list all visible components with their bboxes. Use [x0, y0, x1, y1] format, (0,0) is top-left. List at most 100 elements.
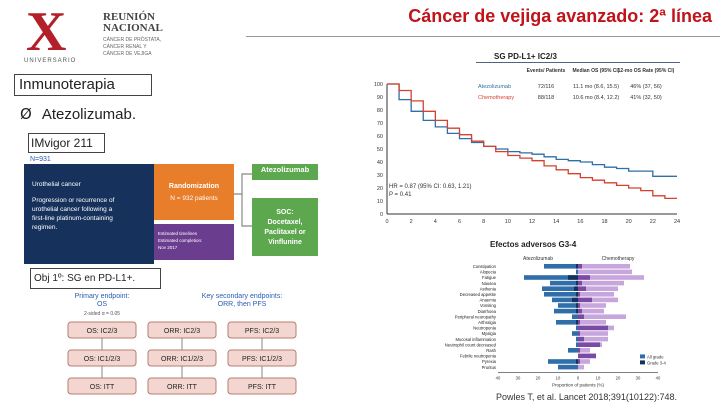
ae-bar-chemo-g34: [578, 308, 582, 314]
ae-x-tick: 20: [536, 375, 541, 380]
ae-category-label: Peripheral neuropathy: [455, 314, 497, 319]
ae-legend-swatch-g34: [640, 360, 645, 365]
ae-category-label: Neutrophil count decreased: [445, 342, 497, 347]
ae-bar-chemo-g34: [578, 353, 596, 359]
ae-x-tick: 40: [496, 375, 501, 380]
ae-legend-all: All grade: [647, 354, 664, 359]
primary-note: 2-sided α = 0.05: [84, 311, 120, 317]
ae-x-tick: 40: [656, 375, 661, 380]
km-median: 10.6 mo (8.4, 12.2): [573, 95, 620, 101]
ae-bar-chemo-g34: [578, 314, 584, 319]
ae-bar-chemo-all: [578, 297, 618, 303]
ae-bar-chemo-all: [578, 280, 624, 286]
logo-x: X: [26, 1, 67, 63]
ae-bar-chemo-g34: [578, 297, 592, 303]
km-annotation: HR = 0.87 (95% CI: 0.63, 1.21): [389, 184, 472, 190]
km-y-tick: 50: [377, 147, 383, 153]
km-events: 72/116: [538, 84, 554, 90]
ae-bar-chemo-g34: [578, 342, 600, 347]
endpoint-label: PFS: IC1/2/3: [242, 356, 282, 363]
ae-category-label: Myalgia: [482, 331, 497, 336]
ae-bar-chemo-all: [578, 308, 604, 314]
arm1-box: [252, 164, 318, 180]
km-x-tick: 22: [650, 219, 656, 225]
ae-legend-swatch-all: [640, 354, 645, 359]
ae-category-label: Decreased appetite: [460, 292, 497, 297]
km-series-chemotherapy: [387, 83, 677, 200]
logo-line1: REUNIÓN: [103, 11, 155, 23]
ae-label: Efectos adversos G3-4: [490, 240, 577, 249]
bullet-item: Ø Atezolizumab.: [20, 105, 136, 123]
ae-bar-chemo-g34: [578, 348, 580, 353]
ae-category-label: Fatigue: [482, 275, 497, 280]
logo-small-2: CÁNCER RENAL Y: [103, 44, 147, 50]
endpoint-label: PFS: IC2/3: [245, 328, 279, 335]
logo-title: REUNIÓN NACIONAL: [103, 12, 163, 34]
arm2-box: [252, 198, 318, 256]
reference: Powles T, et al. Lancet 2018;391(10122):…: [496, 392, 677, 402]
ae-bar-chemo-g34: [578, 303, 580, 308]
ae-bar-chemo-g34: [578, 331, 580, 336]
endpoint-label: OS: ITT: [90, 384, 115, 391]
population-text-1: Urothelial cancer: [32, 181, 82, 188]
ae-bar-chemo-g34: [578, 264, 582, 269]
ae-x-tick: 30: [516, 375, 521, 380]
km-x-tick: 10: [505, 219, 511, 225]
ae-bar-atezo-g34: [576, 308, 578, 314]
n-patients-label: N = 932 patients: [170, 195, 218, 202]
km-rate: 46% (37, 56): [630, 84, 662, 90]
ae-bar-chemo-all: [578, 331, 608, 336]
endpoint-hierarchy: Primary endpoint: OS 2-sided α = 0.05 Ke…: [67, 293, 297, 395]
km-y-tick: 40: [377, 160, 383, 166]
km-y-tick: 100: [374, 82, 383, 88]
km-median: 11.1 mo (8.6, 15.5): [573, 84, 619, 90]
arm2-line3: Paclitaxel or: [264, 229, 306, 236]
ae-bar-atezo-all: [552, 297, 578, 303]
ae-bar-atezo-g34: [576, 264, 578, 269]
km-y-tick: 80: [377, 108, 383, 114]
trial-box: IMvigor 211: [28, 133, 105, 153]
endpoint-label: OS: IC2/3: [87, 328, 118, 335]
population-text-3: urothelial cancer following a: [32, 206, 113, 213]
ae-bar-atezo-all: [544, 292, 578, 297]
endpoints-grid: OS: IC2/3 ORR: IC2/3 PFS: IC2/3 OS: IC1/2/3…: [67, 321, 297, 395]
logo-small-3: CÁNCER DE VEJIGA: [103, 51, 152, 57]
ae-category-label: Asthenia: [480, 286, 497, 291]
ae-category-label: Constipation: [473, 264, 497, 269]
arm-connector: [234, 173, 252, 227]
ae-bar-chemo-all: [578, 275, 644, 280]
ae-bar-atezo-g34: [576, 359, 578, 364]
ae-bar-atezo-all: [548, 359, 578, 364]
population-text-4: first-line platinum-containing: [32, 215, 113, 222]
arm2-line1: SOC:: [276, 209, 294, 216]
ae-bar-atezo-g34: [576, 292, 578, 297]
ae-category-label: Rash: [486, 348, 496, 353]
km-y-tick: 10: [377, 199, 383, 205]
ae-bar-chemo-all: [578, 348, 590, 353]
ae-category-label: Arthralgia: [478, 320, 497, 325]
ae-bar-atezo-g34: [576, 320, 578, 325]
ae-bar-atezo-all: [524, 275, 578, 280]
ae-bar-atezo-all: [542, 286, 578, 291]
ae-bar-chemo-all: [578, 320, 606, 325]
ae-bar-atezo-all: [568, 348, 578, 353]
ae-category-label: Alopecia: [480, 270, 497, 275]
km-x-tick: 12: [529, 219, 535, 225]
ae-x-tick: 30: [636, 375, 641, 380]
km-y-tick: 90: [377, 95, 383, 101]
ae-category-label: Vomiting: [480, 303, 497, 308]
ae-bar-chemo-g34: [578, 359, 580, 364]
ae-bar-chemo-all: [578, 364, 584, 370]
ae-category-label: Anaemia: [479, 298, 496, 303]
km-y-tick: 70: [377, 121, 383, 127]
ae-right-header: Chemotherapy: [602, 256, 635, 262]
randomization-box: [154, 164, 234, 220]
ae-category-label: Nausea: [482, 281, 497, 286]
arm2-line4: Vinflunine: [268, 239, 302, 246]
ae-bar-chemo-all: [578, 359, 590, 364]
population-box: [24, 164, 154, 264]
km-y-tick: 60: [377, 134, 383, 140]
km-table-header: Median OS (95% CI): [573, 68, 620, 74]
population-text-5: regimen.: [32, 224, 57, 231]
